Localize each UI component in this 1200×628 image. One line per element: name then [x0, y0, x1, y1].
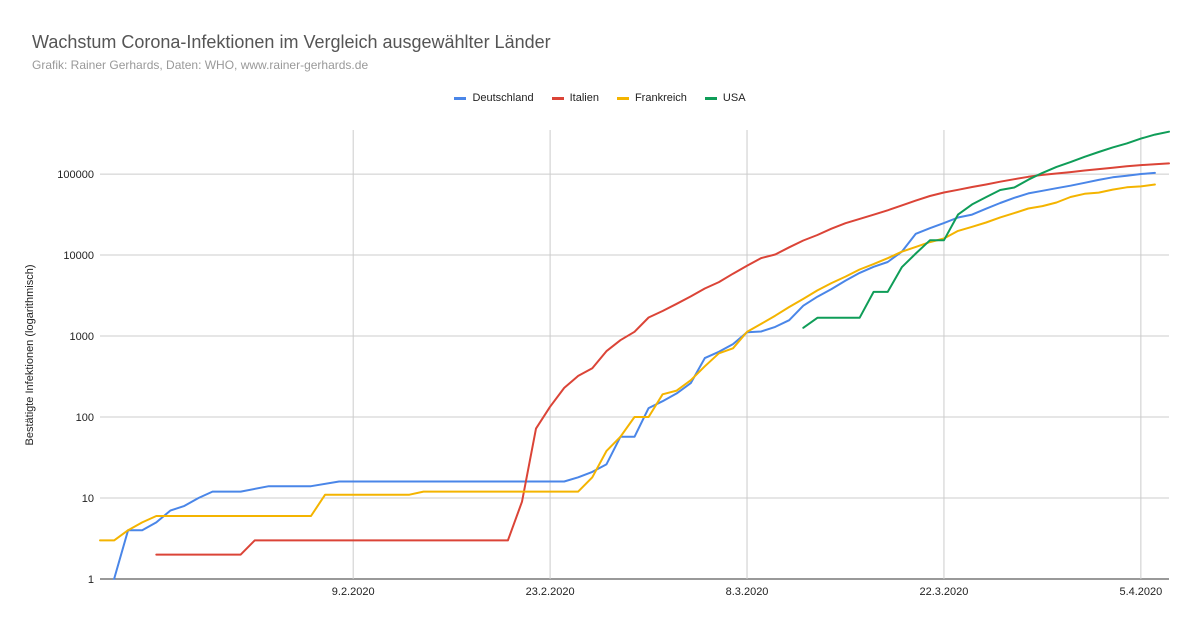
x-tick-label: 5.4.2020	[1119, 586, 1162, 598]
legend-label-deutschland: Deutschland	[472, 92, 534, 104]
legend-item-usa[interactable]: USA	[704, 92, 746, 104]
chart-subtitle: Grafik: Rainer Gerhards, Daten: WHO, www…	[32, 58, 369, 72]
y-tick-label: 1000	[70, 331, 94, 343]
legend-label-frankreich: Frankreich	[634, 92, 687, 104]
legend-swatch-italien	[551, 96, 564, 100]
series-line-italien	[155, 162, 1170, 556]
x-tick-label: 8.3.2020	[726, 586, 769, 598]
x-tick-label: 23.2.2020	[526, 586, 575, 598]
series-line-deutschland	[113, 171, 1156, 580]
x-tick-label: 9.2.2020	[332, 586, 375, 598]
legend-swatch-frankreich	[616, 96, 629, 100]
y-tick-label: 100000	[57, 169, 94, 181]
chart-legend: Deutschland Italien Frankreich USA	[0, 92, 1200, 104]
legend-label-italien: Italien	[569, 92, 599, 104]
y-tick-label: 1	[88, 574, 94, 586]
y-tick-label: 10	[82, 493, 94, 505]
legend-item-deutschland[interactable]: Deutschland	[454, 92, 534, 104]
legend-item-italien[interactable]: Italien	[551, 92, 599, 104]
series-line-usa	[802, 130, 1170, 329]
chart-title: Wachstum Corona-Infektionen im Vergleich…	[32, 32, 551, 52]
legend-item-frankreich[interactable]: Frankreich	[616, 92, 687, 104]
y-tick-label: 10000	[63, 250, 94, 262]
series-line-frankreich	[99, 183, 1156, 542]
legend-label-usa: USA	[722, 92, 746, 104]
x-tick-label: 22.3.2020	[919, 586, 968, 598]
y-tick-label: 100	[76, 412, 94, 424]
legend-swatch-usa	[704, 96, 717, 100]
y-axis-label: Bestätigte Infektionen (logarithmisch)	[24, 264, 36, 446]
legend-swatch-deutschland	[454, 96, 467, 100]
